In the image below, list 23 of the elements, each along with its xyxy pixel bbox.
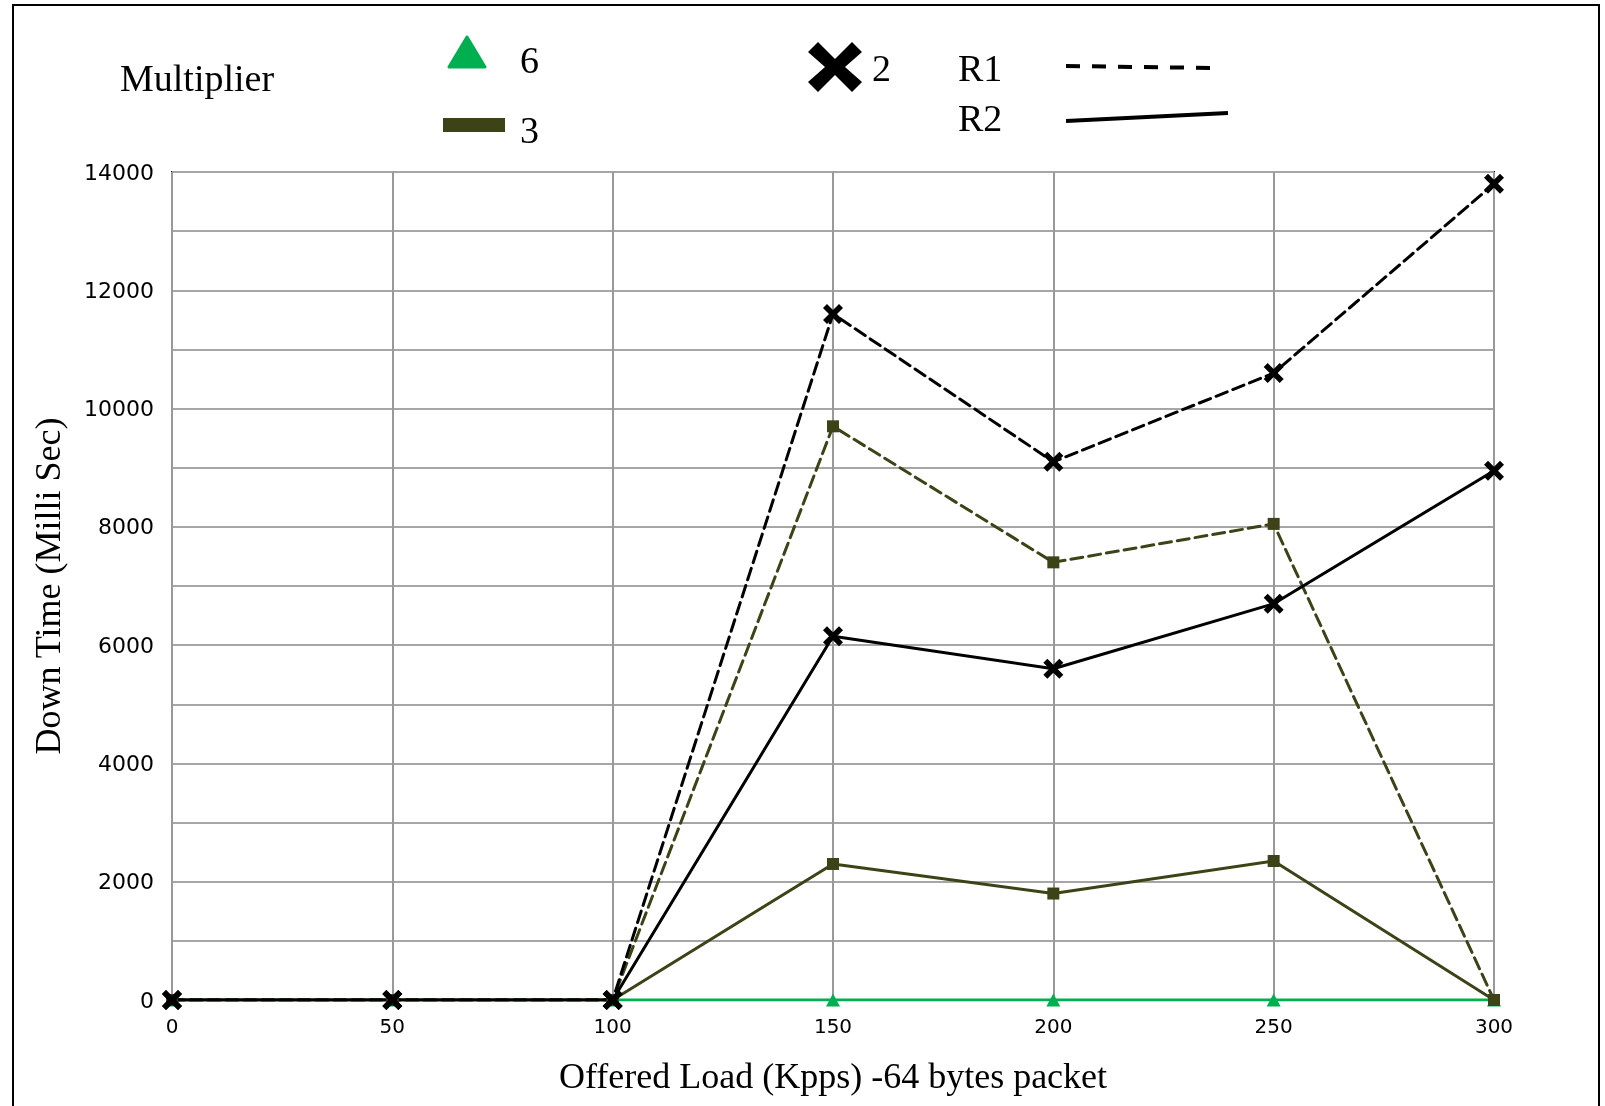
x-axis-title: Offered Load (Kpps) -64 bytes packet: [558, 1056, 1108, 1096]
x-tick-label: 100: [593, 1014, 632, 1038]
text: 3: [520, 108, 539, 152]
x-tick-label: 200: [1034, 1014, 1073, 1038]
y-tick-label: 6000: [98, 632, 154, 658]
x-tick-label: 50: [379, 1014, 406, 1038]
y-tick-label: 14000: [84, 159, 154, 185]
y-tick-label: 8000: [98, 514, 154, 540]
y-tick-label: 2000: [98, 869, 154, 895]
legend-title: Multiplier: [120, 56, 275, 100]
x-tick-label: 0: [165, 1014, 179, 1038]
x-tick-label: 250: [1254, 1014, 1293, 1038]
text: 6: [520, 38, 539, 82]
y-tick-label: 0: [140, 987, 154, 1013]
x-tick-label: 150: [813, 1014, 853, 1038]
y-tick-label: 12000: [84, 277, 154, 303]
text: 2: [872, 46, 891, 90]
y-tick-label: 10000: [84, 396, 154, 422]
text: R2: [958, 96, 1003, 140]
x-tick-label: 300: [1474, 1014, 1514, 1038]
y-axis-title: Down Time (Milli Sec): [28, 417, 68, 755]
y-tick-label: 4000: [98, 750, 154, 776]
text: R1: [958, 46, 1003, 90]
